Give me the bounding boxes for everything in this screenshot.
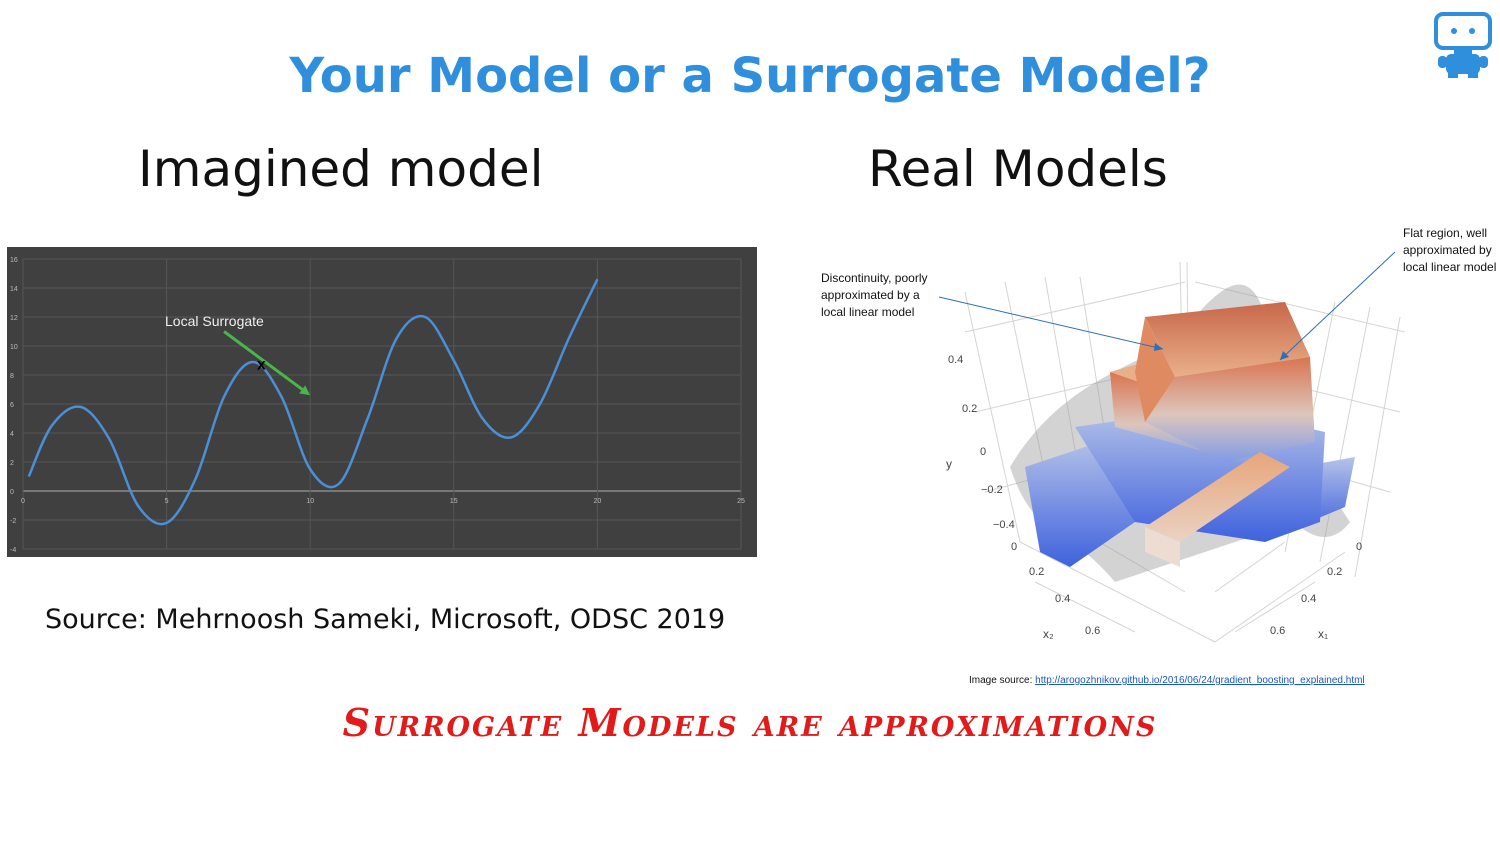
imagined-model-chart: -4 -2 0 2 4 6 8 10 12 14 16 0 5 10 15 20 25 x Local Surr… bbox=[7, 247, 757, 557]
real-models-chart: Discontinuity, poorly approximated by a … bbox=[821, 226, 1496, 643]
chart-background bbox=[7, 247, 757, 557]
x1-axis-label: x₁ bbox=[1318, 627, 1328, 641]
discontinuity-annotation-line3: local linear model bbox=[821, 305, 914, 319]
discontinuity-arrow bbox=[938, 296, 1164, 350]
z-tick-0.4: 0.4 bbox=[948, 354, 963, 366]
local-surrogate-label: Local Surrogate bbox=[165, 313, 264, 329]
discontinuity-annotation-line1: Discontinuity, poorly bbox=[821, 271, 928, 285]
x1-tick-0: 0 bbox=[1356, 541, 1362, 553]
x1-tick-0.4: 0.4 bbox=[1301, 593, 1316, 605]
x-tick-label: 15 bbox=[450, 498, 458, 505]
z-tick-0.2: 0.2 bbox=[962, 403, 977, 415]
image-source-link[interactable]: http://arogozhnikov.github.io/2016/06/24… bbox=[1035, 675, 1365, 686]
x2-tick-0.4: 0.4 bbox=[1055, 593, 1070, 605]
x1-tick-0.6: 0.6 bbox=[1270, 625, 1285, 637]
flat-region-annotation-line1: Flat region, well bbox=[1403, 226, 1487, 240]
chart-source-text: Source: Mehrnoosh Sameki, Microsoft, ODS… bbox=[45, 604, 726, 635]
x-tick-label: 0 bbox=[21, 498, 25, 505]
y-tick-label: 14 bbox=[10, 286, 18, 293]
x-tick-label: 5 bbox=[165, 498, 169, 505]
y-tick-label: 8 bbox=[10, 373, 14, 380]
x-tick-label: 10 bbox=[306, 498, 314, 505]
flat-region-arrow-head bbox=[1280, 351, 1289, 360]
stick-top bbox=[1145, 452, 1290, 542]
z-tick-neg0.4: −0.4 bbox=[993, 519, 1015, 531]
y-tick-label: 16 bbox=[10, 257, 18, 264]
x1-tick-0.2: 0.2 bbox=[1327, 566, 1342, 578]
slide-title: Your Model or a Surrogate Model? bbox=[289, 48, 1211, 104]
y-tick-label: -2 bbox=[10, 518, 16, 525]
chart-grid bbox=[22, 258, 742, 550]
y-tick-label: -4 bbox=[10, 547, 16, 554]
surrogate-arrow bbox=[223, 330, 304, 391]
x2-tick-0.6: 0.6 bbox=[1085, 625, 1100, 637]
robot-icon bbox=[1432, 12, 1494, 83]
x-tick-label: 20 bbox=[594, 498, 602, 505]
discontinuity-annotation-line2: approximated by a bbox=[821, 288, 920, 302]
y-tick-label: 6 bbox=[10, 402, 14, 409]
y-tick-label: 4 bbox=[10, 431, 14, 438]
y-tick-label: 10 bbox=[10, 344, 18, 351]
high-block-top bbox=[1145, 302, 1310, 377]
z-tick-neg0.2: −0.2 bbox=[981, 484, 1003, 496]
discontinuity-arrow-head bbox=[1154, 343, 1163, 351]
y-tick-label: 0 bbox=[10, 489, 14, 496]
imagined-model-heading: Imagined model bbox=[138, 140, 544, 198]
y-tick-label: 2 bbox=[10, 460, 14, 467]
high-block-side bbox=[1135, 317, 1175, 422]
real-models-heading: Real Models bbox=[868, 140, 1168, 198]
high-block-front bbox=[1145, 357, 1315, 462]
x2-axis-label: x₂ bbox=[1043, 627, 1054, 641]
y-tick-label: 12 bbox=[10, 315, 18, 322]
z-axis-label: y bbox=[946, 457, 952, 471]
point-marker: x bbox=[257, 356, 266, 373]
flat-region-annotation-line2: approximated by bbox=[1403, 243, 1492, 257]
series-line bbox=[27, 278, 599, 526]
image-source-label: Image source: bbox=[969, 675, 1036, 686]
flat-region-arrow bbox=[1279, 251, 1396, 361]
x-tick-label: 25 bbox=[737, 498, 745, 505]
x2-tick-0.2: 0.2 bbox=[1029, 566, 1044, 578]
surrogate-arrow-head bbox=[299, 385, 311, 396]
flat-region-annotation-line3: local linear model bbox=[1403, 260, 1496, 274]
x2-tick-0: 0 bbox=[1011, 541, 1017, 553]
stick-wall bbox=[1145, 527, 1180, 567]
image-source-text: Image source: http://arogozhnikov.github… bbox=[969, 675, 1365, 686]
tagline: Surrogate Models are approximations bbox=[342, 700, 1158, 745]
chart-ticks: -4 -2 0 2 4 6 8 10 12 14 16 0 5 10 15 20 25 bbox=[10, 257, 745, 554]
z-tick-0: 0 bbox=[980, 446, 986, 458]
